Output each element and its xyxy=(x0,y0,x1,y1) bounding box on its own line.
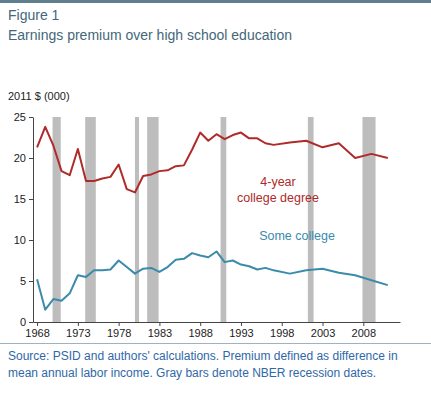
plot-area xyxy=(37,117,388,322)
x-tick-mark xyxy=(200,322,201,326)
x-tick-mark xyxy=(241,322,242,326)
x-tick-mark xyxy=(159,322,160,326)
x-tick-mark xyxy=(363,322,364,326)
title: Earnings premium over high school educat… xyxy=(8,27,292,43)
recession-bar xyxy=(362,117,375,322)
y-tick-label: 15 xyxy=(14,193,26,205)
y-tick-mark xyxy=(29,158,33,159)
x-tick: 1993 xyxy=(229,322,253,339)
series-line xyxy=(37,251,388,309)
y-tick-mark xyxy=(29,199,33,200)
series-label: Some college xyxy=(259,229,335,243)
x-tick-mark xyxy=(282,322,283,326)
y-tick: 15 xyxy=(14,193,33,205)
source-note: Source: PSID and authors' calculations. … xyxy=(8,349,398,380)
x-axis-line xyxy=(34,322,401,323)
y-tick: 5 xyxy=(20,275,33,287)
x-tick: 1983 xyxy=(148,322,172,339)
x-tick-label: 1968 xyxy=(25,327,49,339)
x-tick-mark xyxy=(323,322,324,326)
x-tick: 1998 xyxy=(270,322,294,339)
recession-bar xyxy=(147,117,158,322)
recession-bar xyxy=(135,117,139,322)
chart: Figure 1 Earnings premium over high schoo… xyxy=(0,0,431,417)
x-tick: 1988 xyxy=(188,322,212,339)
x-tick-label: 1973 xyxy=(66,327,90,339)
source-rule xyxy=(0,343,431,344)
y-tick-label: 10 xyxy=(14,234,26,246)
figure-label: Figure 1 xyxy=(8,7,60,23)
y-tick-label: 20 xyxy=(14,152,26,164)
x-tick-label: 1983 xyxy=(148,327,172,339)
y-tick-mark xyxy=(29,281,33,282)
header-rule xyxy=(0,0,431,3)
x-tick-label: 1998 xyxy=(270,327,294,339)
x-axis: 1968 1973 1978 1983 1988 1993 1998 2003 2008 xyxy=(25,322,400,339)
y-tick-label: 25 xyxy=(14,111,26,123)
series-label: 4-yearcollege degree xyxy=(237,175,319,205)
y-tick-mark xyxy=(29,117,33,118)
recession-bar xyxy=(308,117,314,322)
y-tick: 25 xyxy=(14,111,33,123)
series-line xyxy=(37,127,388,193)
x-tick-label: 1988 xyxy=(188,327,212,339)
x-tick-mark xyxy=(37,322,38,326)
x-tick-label: 1993 xyxy=(229,327,253,339)
x-tick-mark xyxy=(78,322,79,326)
y-axis-line xyxy=(33,118,34,323)
y-tick: 10 xyxy=(14,234,33,246)
x-tick-label: 1978 xyxy=(107,327,131,339)
y-tick-label: 5 xyxy=(20,275,26,287)
x-tick-label: 2003 xyxy=(311,327,335,339)
x-tick: 2003 xyxy=(311,322,335,339)
y-axis-title: 2011 $ (000) xyxy=(8,90,70,102)
x-tick: 2008 xyxy=(352,322,376,339)
x-tick-mark xyxy=(119,322,120,326)
x-tick: 1968 xyxy=(25,322,49,339)
y-axis: 0510152025 xyxy=(14,111,34,328)
y-tick-mark xyxy=(29,322,33,323)
x-tick: 1978 xyxy=(107,322,131,339)
y-tick: 20 xyxy=(14,152,33,164)
x-tick: 1973 xyxy=(66,322,90,339)
y-tick-mark xyxy=(29,240,33,241)
x-tick-label: 2008 xyxy=(352,327,376,339)
recession-bar xyxy=(221,117,227,322)
recession-bar xyxy=(85,117,96,322)
